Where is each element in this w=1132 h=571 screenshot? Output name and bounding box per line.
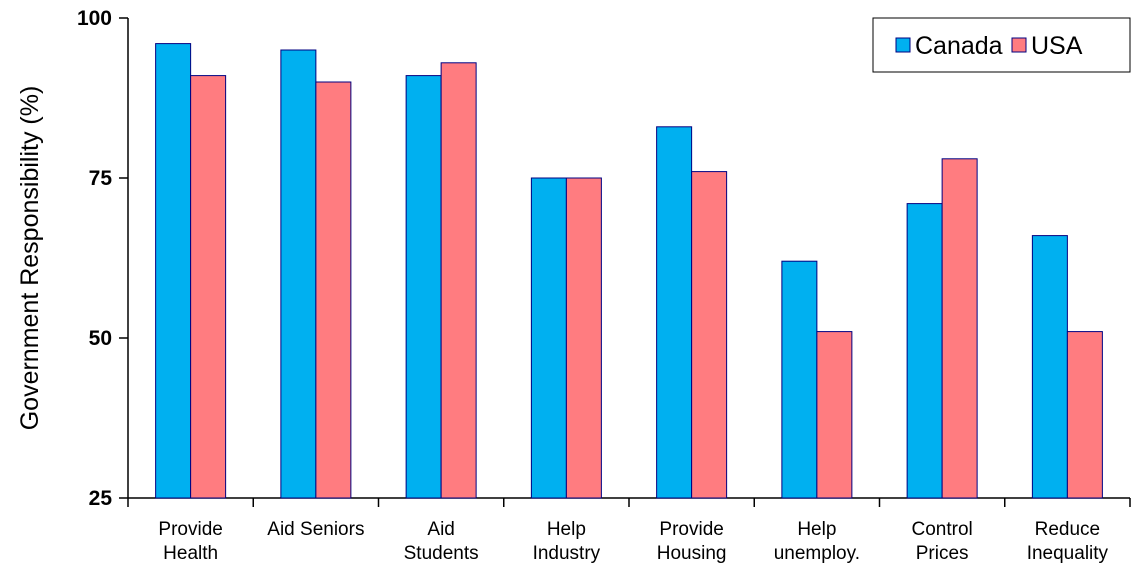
category-label-line: Control — [912, 519, 973, 540]
bar-canada-1 — [155, 43, 192, 499]
bar-usa-3 — [440, 62, 477, 499]
category-label-line: Aid — [427, 519, 454, 540]
bar-usa-5 — [691, 171, 728, 499]
y-tick-label-100: 100 — [77, 7, 112, 30]
category-label-1: Provide Health — [158, 519, 222, 564]
y-tick-label-75: 75 — [89, 167, 113, 190]
category-label-6: Help unemploy. — [774, 519, 860, 564]
bar-usa-8 — [1066, 331, 1103, 499]
labels: 25 50 75 100 Provide Health Aid Seniors Aid Stud… — [77, 7, 1109, 564]
bar-usa-7 — [941, 158, 978, 499]
category-label-line: Help — [547, 519, 586, 540]
bar-canada-5 — [656, 126, 693, 499]
y-axis-title: Government Responsibility (%) — [16, 86, 44, 431]
bar-canada-2 — [280, 49, 317, 499]
category-label-3: Aid Students — [404, 519, 479, 564]
bar-canada-7 — [906, 203, 943, 499]
category-label-line: Provide — [158, 519, 222, 540]
bar-usa-1 — [190, 75, 227, 499]
bar-usa-2 — [315, 81, 352, 499]
legend-swatch-canada — [895, 37, 911, 53]
category-label-line: Students — [404, 543, 479, 564]
bar-canada-3 — [405, 75, 442, 499]
y-tick-label-25: 25 — [89, 487, 113, 510]
axes — [119, 17, 1131, 507]
category-label-line: Prices — [916, 543, 969, 564]
category-label-line: Reduce — [1035, 519, 1101, 540]
category-label-line: Provide — [659, 519, 723, 540]
y-tick-label-50: 50 — [89, 327, 112, 350]
category-label-4: Help Industry — [533, 519, 601, 564]
category-label-line: Aid Seniors — [267, 519, 364, 540]
category-label-line: unemploy. — [774, 543, 860, 564]
category-label-2: Aid Seniors — [267, 519, 364, 540]
bar-canada-4 — [530, 177, 567, 499]
bar-usa-6 — [816, 331, 853, 499]
category-label-line: Help — [797, 519, 836, 540]
category-label-line: Inequality — [1027, 543, 1109, 564]
category-label-line: Housing — [657, 543, 727, 564]
legend: Canada USA — [872, 17, 1131, 73]
category-label-line: Industry — [533, 543, 601, 564]
bar-canada-8 — [1031, 235, 1068, 499]
bar-usa-4 — [565, 177, 602, 499]
bar-canada-6 — [781, 260, 818, 499]
legend-swatch-usa — [1011, 37, 1027, 53]
category-label-5: Provide Housing — [657, 519, 727, 564]
category-label-line: Health — [163, 543, 218, 564]
category-label-7: Control Prices — [912, 519, 973, 564]
bars — [155, 43, 1103, 499]
category-label-8: Reduce Inequality — [1027, 519, 1109, 564]
legend-label-canada: Canada — [915, 32, 1003, 60]
legend-label-usa: USA — [1031, 32, 1083, 60]
legend-box — [872, 17, 1131, 73]
